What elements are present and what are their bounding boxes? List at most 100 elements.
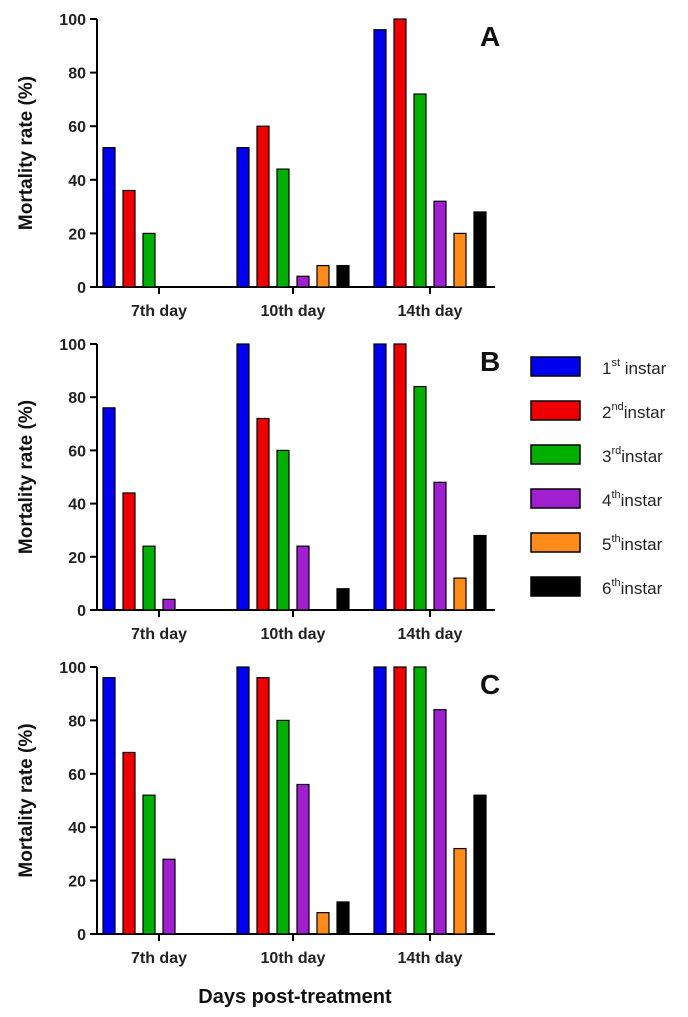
legend-label: 4thinstar xyxy=(602,489,663,510)
bar xyxy=(336,264,350,288)
bar xyxy=(296,783,310,935)
bar xyxy=(473,794,487,935)
y-axis-title: Mortality rate (%) xyxy=(16,76,37,230)
bar xyxy=(316,912,330,935)
legend-swatch xyxy=(530,576,581,597)
legend-swatch xyxy=(530,444,581,465)
bar xyxy=(393,18,407,288)
bar xyxy=(296,275,310,288)
legend-label: 3rdinstar xyxy=(602,445,663,466)
bar xyxy=(256,677,270,935)
category-label: 7th day xyxy=(131,303,187,320)
y-tick-label: 40 xyxy=(68,820,86,837)
y-tick-label: 100 xyxy=(59,660,86,677)
panel-label: A xyxy=(480,21,500,52)
bar xyxy=(453,232,467,288)
bar xyxy=(276,719,290,935)
legend-item: 2ndinstar xyxy=(530,400,666,422)
category-label: 14th day xyxy=(398,626,463,643)
bar xyxy=(102,677,116,935)
bar xyxy=(276,449,290,611)
category-label: 10th day xyxy=(261,303,326,320)
bar xyxy=(102,407,116,611)
legend-label: 6thinstar xyxy=(602,577,663,598)
y-tick-label: 60 xyxy=(68,119,86,136)
y-tick-label: 40 xyxy=(68,497,86,514)
panel-label: B xyxy=(480,346,500,377)
legend-item: 3rdinstar xyxy=(530,444,663,466)
legend-label: 1st instar xyxy=(602,357,667,378)
bar xyxy=(162,858,176,935)
category-label: 14th day xyxy=(398,303,463,320)
y-tick-label: 0 xyxy=(77,603,86,620)
y-tick-label: 0 xyxy=(77,927,86,944)
bar xyxy=(142,545,156,611)
legend: 1st instar 2ndinstar 3rdinstar 4thinstar 5th… xyxy=(530,356,667,598)
bar xyxy=(453,577,467,611)
legend-label: 5thinstar xyxy=(602,533,663,554)
y-tick-label: 60 xyxy=(68,443,86,460)
y-tick-label: 20 xyxy=(68,874,86,891)
legend-swatch xyxy=(530,532,581,553)
legend-swatch xyxy=(530,400,581,421)
bar xyxy=(276,168,290,288)
bar xyxy=(393,343,407,611)
y-tick-label: 20 xyxy=(68,550,86,567)
panel-label: C xyxy=(480,669,500,700)
bar xyxy=(256,417,270,611)
bar xyxy=(393,666,407,935)
y-tick-label: 80 xyxy=(68,713,86,730)
bar xyxy=(142,232,156,288)
legend-swatch xyxy=(530,356,581,377)
legend-item: 1st instar xyxy=(530,356,667,378)
bar xyxy=(413,93,427,288)
bar xyxy=(433,481,447,611)
y-tick-label: 80 xyxy=(68,66,86,83)
bar xyxy=(162,598,176,611)
y-tick-label: 20 xyxy=(68,226,86,243)
category-label: 10th day xyxy=(261,626,326,643)
category-label: 7th day xyxy=(131,950,187,967)
category-label: 10th day xyxy=(261,950,326,967)
bar xyxy=(453,847,467,935)
bar xyxy=(236,666,250,935)
category-label: 14th day xyxy=(398,950,463,967)
bar xyxy=(373,666,387,935)
bar xyxy=(413,385,427,611)
bar xyxy=(256,125,270,288)
panel-A: 0 20 40 60 80 100 Mortality rate (%) A 7th day 10… xyxy=(16,12,500,320)
bar xyxy=(336,901,350,935)
bar xyxy=(236,343,250,611)
y-tick-label: 100 xyxy=(59,12,86,29)
y-tick-label: 0 xyxy=(77,280,86,297)
bar xyxy=(142,794,156,935)
panel-C: 0 20 40 60 80 100 Mortality rate (%) C 7th day 10… xyxy=(16,660,500,967)
bar xyxy=(336,588,350,611)
y-tick-label: 80 xyxy=(68,390,86,407)
bar xyxy=(316,264,330,288)
bar xyxy=(433,709,447,935)
y-tick-label: 100 xyxy=(59,337,86,354)
bar xyxy=(122,751,136,935)
category-label: 7th day xyxy=(131,626,187,643)
bar xyxy=(473,211,487,288)
y-tick-label: 60 xyxy=(68,767,86,784)
y-tick-label: 40 xyxy=(68,173,86,190)
bar xyxy=(413,666,427,935)
x-axis-title: Days post-treatment xyxy=(198,986,392,1008)
y-axis-title: Mortality rate (%) xyxy=(16,723,37,877)
bar xyxy=(373,29,387,288)
bar xyxy=(473,534,487,611)
bar xyxy=(236,147,250,288)
bar xyxy=(373,343,387,611)
bar xyxy=(296,545,310,611)
bar xyxy=(122,189,136,288)
legend-item: 5thinstar xyxy=(530,532,663,554)
panel-B: 0 20 40 60 80 100 Mortality rate (%) B 7th day 10… xyxy=(16,337,500,643)
y-axis-title: Mortality rate (%) xyxy=(16,400,37,554)
legend-item: 6thinstar xyxy=(530,576,663,598)
legend-item: 4thinstar xyxy=(530,488,663,510)
bar xyxy=(102,147,116,288)
bar xyxy=(122,492,136,611)
